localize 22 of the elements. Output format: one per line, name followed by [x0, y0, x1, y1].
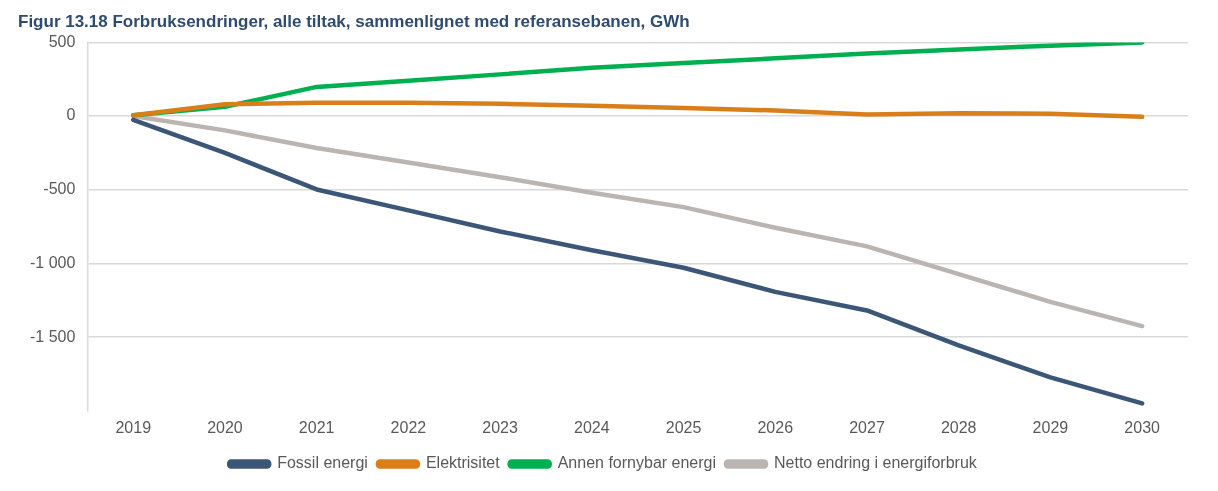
y-tick-label: -500 — [43, 180, 76, 198]
y-tick-label: -1 500 — [29, 327, 76, 345]
x-tick-label: 2026 — [757, 418, 794, 436]
y-tick-label: 0 — [66, 106, 76, 124]
legend-label: Fossil energi — [277, 454, 368, 472]
chart-title: Figur 13.18 Forbruksendringer, alle tiltak, sammenlignet med referansebanen, GWh — [18, 11, 690, 31]
y-tick-label: -1 000 — [29, 253, 76, 271]
x-tick-label: 2025 — [665, 418, 702, 436]
y-tick-label: 500 — [48, 32, 76, 50]
x-tick-label: 2028 — [940, 418, 977, 436]
x-tick-label: 2024 — [574, 418, 610, 436]
x-tick-label: 2023 — [482, 418, 518, 436]
legend-label: Annen fornybar energi — [557, 454, 717, 472]
legend-label: Netto endring i energiforbruk — [774, 454, 978, 472]
x-tick-label: 2022 — [390, 418, 427, 436]
legend-label: Elektrisitet — [425, 454, 501, 472]
x-tick-label: 2021 — [298, 418, 335, 436]
x-tick-label: 2029 — [1032, 418, 1069, 436]
x-tick-label: 2027 — [849, 418, 885, 436]
x-tick-label: 2019 — [115, 418, 152, 436]
x-tick-label: 2020 — [207, 418, 243, 436]
x-tick-label: 2030 — [1124, 418, 1161, 436]
